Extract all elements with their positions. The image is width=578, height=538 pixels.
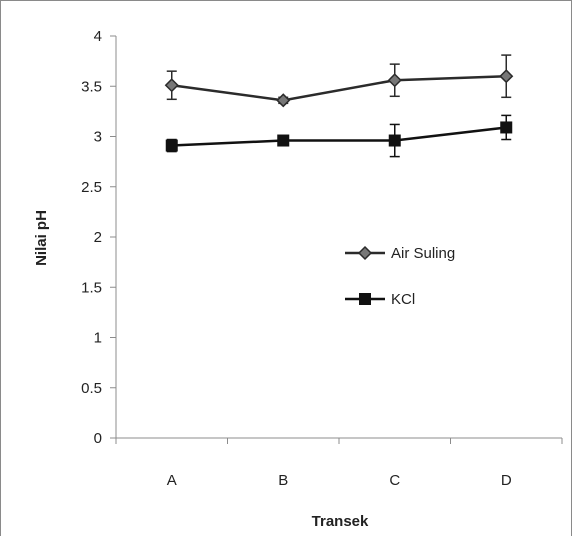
y-tick-label: 3: [94, 129, 102, 146]
x-tick-label: A: [167, 472, 177, 489]
y-tick-label: 0: [94, 430, 102, 447]
series-0: [164, 54, 514, 108]
data-point: [388, 134, 401, 147]
data-point: [500, 121, 513, 134]
y-tick-label: 2.5: [81, 179, 102, 196]
data-point: [164, 78, 179, 93]
series-1: [165, 114, 513, 158]
data-point: [387, 73, 402, 88]
series-line: [171, 126, 507, 147]
x-tick-label: C: [389, 472, 400, 489]
data-point: [499, 69, 514, 84]
y-tick-label: 1: [94, 330, 102, 347]
x-tick-label: B: [278, 472, 288, 489]
y-axis: 0 0.5 1 1.5 2 2.5 3 3.5 4: [81, 28, 117, 447]
series-layer: [164, 54, 514, 158]
legend-marker: [357, 245, 373, 261]
y-axis-title: Nilai pH: [33, 210, 50, 266]
x-tick-label: D: [501, 472, 512, 489]
y-tick-label: 2: [94, 229, 102, 246]
legend-label: Air Suling: [391, 245, 455, 262]
data-point: [165, 139, 178, 152]
x-axis-title: Transek: [312, 513, 369, 530]
data-point: [277, 134, 290, 147]
legend-marker: [359, 293, 371, 305]
y-tick-label: 1.5: [81, 279, 102, 296]
legend-item: Air Suling: [345, 245, 455, 262]
x-axis: A B C D: [115, 437, 563, 489]
data-point: [276, 93, 291, 108]
y-tick-label: 4: [94, 28, 102, 45]
legend-label: KCl: [391, 291, 415, 308]
y-tick-label: 0.5: [81, 380, 102, 397]
legend: Air Suling KCl: [345, 245, 455, 308]
y-tick-label: 3.5: [81, 78, 102, 95]
series-line: [171, 74, 507, 102]
legend-item: KCl: [345, 291, 415, 308]
